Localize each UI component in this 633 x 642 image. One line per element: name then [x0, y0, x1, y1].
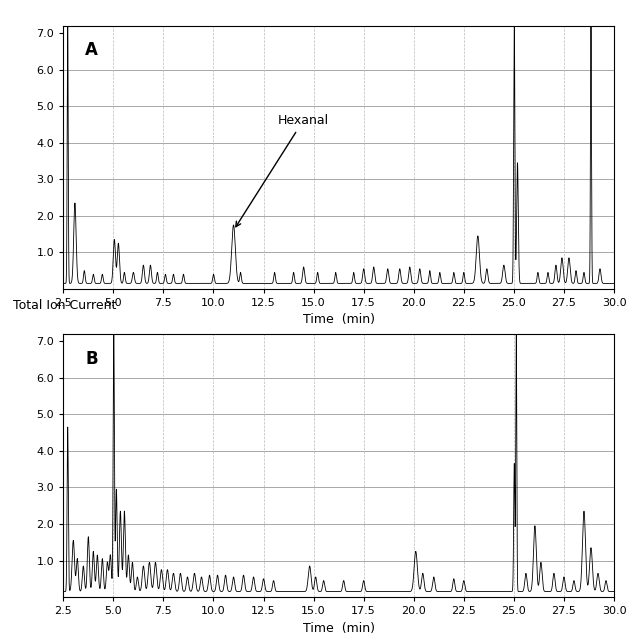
Text: Total Ion Current: Total Ion Current [13, 299, 116, 311]
X-axis label: Time  (min): Time (min) [303, 313, 375, 327]
Text: A: A [85, 42, 98, 60]
Text: Hexanal: Hexanal [236, 114, 329, 227]
X-axis label: Time  (min): Time (min) [303, 621, 375, 635]
Text: B: B [85, 350, 98, 368]
